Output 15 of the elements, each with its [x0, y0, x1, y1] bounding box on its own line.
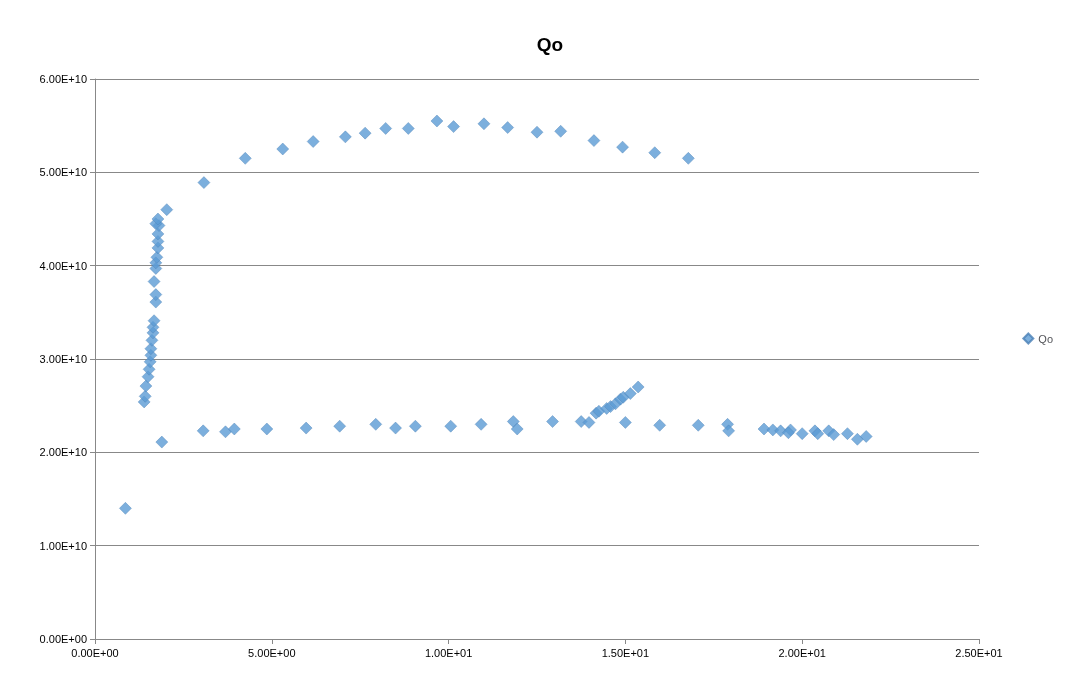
y-tick-label: 1.00E+10: [39, 539, 87, 552]
x-tick-label: 1.50E+01: [601, 646, 650, 659]
y-tick-label: 6.00E+10: [39, 73, 87, 85]
y-tick-label: 5.00E+10: [39, 166, 87, 179]
x-tick-label: 5.00E+00: [248, 646, 296, 659]
x-tick-label: 2.50E+01: [955, 646, 1003, 659]
x-tick-label: 2.00E+01: [778, 646, 826, 659]
y-tick-label: 2.00E+10: [39, 446, 87, 459]
chart-title: Qo: [536, 34, 564, 55]
legend-label: Qo: [1038, 332, 1054, 345]
x-tick-label: 1.00E+01: [424, 646, 473, 659]
y-tick-label: 0.00E+00: [39, 633, 87, 645]
y-tick-label: 4.00E+10: [39, 259, 87, 272]
x-tick-label: 0.00E+00: [71, 646, 119, 659]
y-tick-label: 3.00E+10: [39, 353, 87, 365]
